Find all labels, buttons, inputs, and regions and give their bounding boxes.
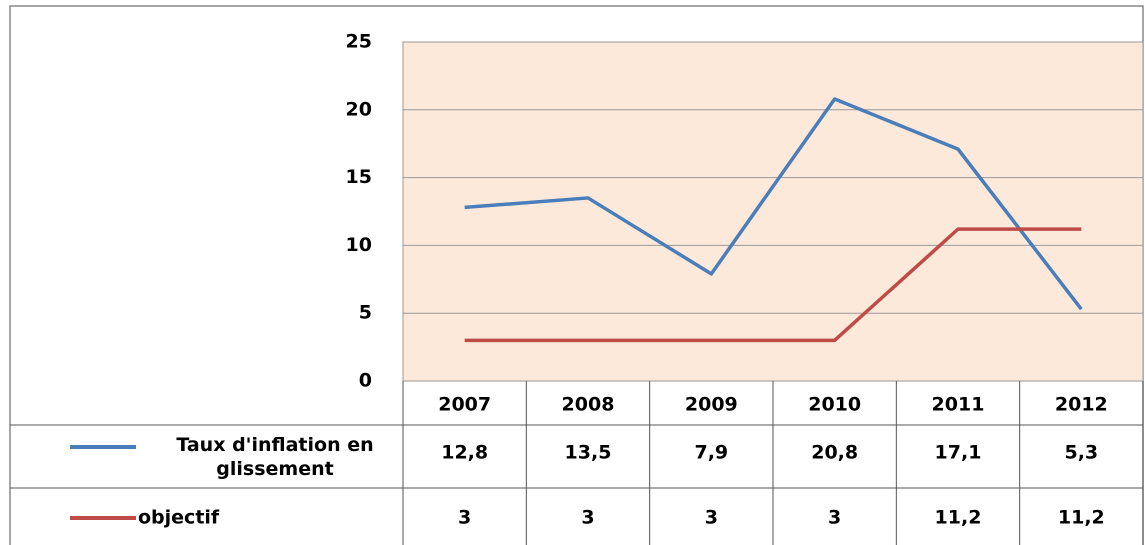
data-table-value: 3 [828, 507, 841, 529]
data-table-value: 7,9 [694, 442, 728, 464]
x-tick-label: 2009 [685, 394, 738, 416]
y-tick-label: 0 [359, 370, 372, 392]
data-table-value: 3 [705, 507, 718, 529]
data-table-value: 13,5 [565, 442, 612, 464]
x-tick-label: 2010 [808, 394, 861, 416]
data-table-value: 5,3 [1064, 442, 1098, 464]
x-tick-label: 2007 [438, 394, 491, 416]
y-tick-label: 25 [346, 31, 372, 53]
x-tick-label: 2012 [1055, 394, 1108, 416]
data-table-value: 3 [458, 507, 471, 529]
legend-label: Taux d'inflation en glissement [176, 433, 374, 480]
y-tick-label: 10 [346, 234, 372, 256]
data-table-value: 20,8 [811, 442, 858, 464]
data-table-value: 11,2 [1058, 507, 1105, 529]
data-table-value: 12,8 [441, 442, 488, 464]
x-tick-label: 2011 [932, 394, 985, 416]
series-line [464, 227, 1082, 343]
series-name-box: Taux d'inflation en glissement [176, 433, 374, 480]
y-tick-label: 20 [346, 98, 372, 120]
plot-background [402, 41, 1144, 382]
y-tick-label: 15 [346, 166, 372, 188]
data-table-value: 11,2 [935, 507, 982, 529]
data-table-value: 17,1 [935, 442, 982, 464]
y-tick-label: 5 [359, 302, 372, 324]
legend-label: objectif [138, 507, 220, 529]
data-table-value: 3 [581, 507, 594, 529]
series-line [464, 97, 1083, 311]
x-tick-label: 2008 [562, 394, 615, 416]
